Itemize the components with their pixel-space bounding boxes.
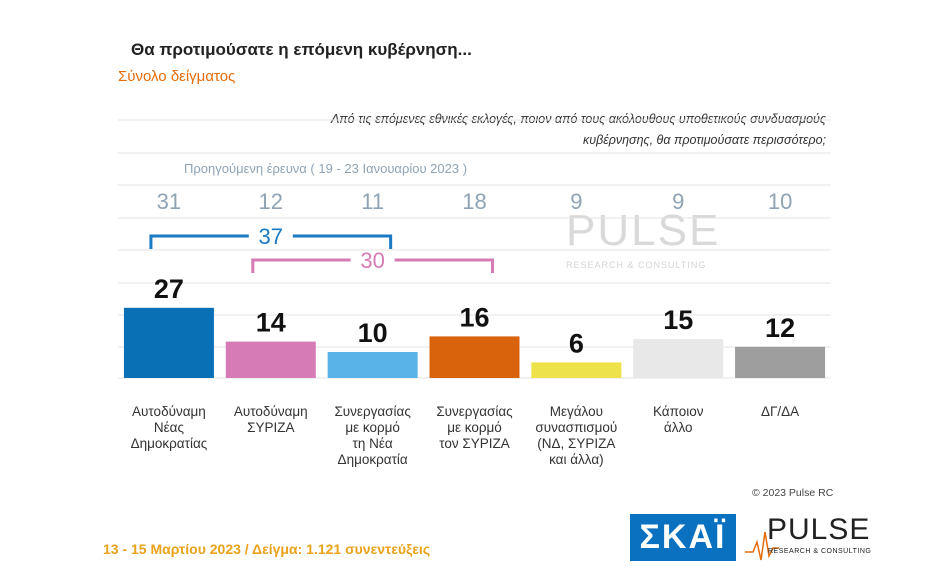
chart-title: Θα προτιμούσατε η επόμενη κυβέρνηση... xyxy=(131,40,472,59)
group-bracket-right xyxy=(292,234,393,249)
previous-value: 10 xyxy=(768,189,792,214)
category-label: τον ΣΥΡΙΖΑ xyxy=(439,436,510,451)
category-label: Νέας xyxy=(154,420,185,435)
category-label: Αυτοδύναμη xyxy=(132,404,206,419)
category-label: συνασπισμού xyxy=(535,420,617,435)
bar-value-label: 12 xyxy=(765,313,795,343)
group-bracket-right xyxy=(394,258,494,273)
bar xyxy=(327,352,418,378)
group-total-label: 30 xyxy=(360,248,384,273)
previous-value: 18 xyxy=(462,189,486,214)
watermark-tagline: RESEARCH & CONSULTING xyxy=(566,260,707,270)
group-bracket-left xyxy=(149,234,249,249)
category-label: με κορμό xyxy=(345,420,400,435)
category-label: Δημοκρατίας xyxy=(131,436,208,451)
watermark-logo: PULSE xyxy=(566,206,721,255)
survey-footer: 13 - 15 Μαρτίου 2023 / Δείγμα: 1.121 συν… xyxy=(103,541,431,557)
chart-subtitle: Σύνολο δείγματος xyxy=(118,68,236,85)
bar xyxy=(531,362,622,378)
bar xyxy=(429,336,520,378)
bar xyxy=(123,307,214,378)
skai-logo: ΣΚΑΪ xyxy=(630,514,736,561)
category-label: τη Νέα xyxy=(353,436,393,451)
category-label: (ΝΔ, ΣΥΡΙΖΑ xyxy=(537,436,615,451)
previous-value: 11 xyxy=(361,189,384,214)
pulse-logo-tagline: RESEARCH & CONSULTING xyxy=(768,548,872,555)
previous-survey-label: Προηγούμενη έρευνα ( 19 - 23 Ιανουαρίου … xyxy=(184,161,468,176)
bar-value-label: 10 xyxy=(358,318,388,348)
group-bracket-left xyxy=(251,258,351,273)
bar xyxy=(225,341,316,378)
bar-value-label: 15 xyxy=(663,305,693,335)
question-line-1: Από τις επόμενες εθνικές εκλογές, ποιον … xyxy=(330,112,826,126)
category-label: Αυτοδύναμη xyxy=(234,404,308,419)
category-label: ΔΓ/ΔΑ xyxy=(761,404,799,419)
question-line-2: κυβέρνησης, θα προτιμούσατε περισσότερο; xyxy=(582,133,826,147)
previous-value: 12 xyxy=(259,189,283,214)
category-label: ΣΥΡΙΖΑ xyxy=(247,420,294,435)
pulse-logo-word: PULSE xyxy=(767,513,871,546)
category-label: Δημοκρατία xyxy=(338,452,408,467)
category-label: Μεγάλου xyxy=(550,404,603,419)
category-label: Συνεργασίας xyxy=(334,404,411,419)
category-label: άλλο xyxy=(664,420,693,435)
bar xyxy=(633,339,724,378)
bar xyxy=(735,346,826,378)
previous-value: 9 xyxy=(672,189,684,214)
bar-value-label: 16 xyxy=(459,302,489,332)
pulse-logo-icon xyxy=(745,531,779,561)
previous-value: 31 xyxy=(157,189,181,214)
category-label: Κάποιον xyxy=(653,404,704,419)
bar-value-label: 27 xyxy=(154,274,184,304)
previous-value: 9 xyxy=(570,189,582,214)
category-label: Συνεργασίας xyxy=(436,404,513,419)
bar-value-label: 6 xyxy=(569,328,584,358)
copyright: © 2023 Pulse RC xyxy=(752,487,834,499)
bar-value-label: 14 xyxy=(256,308,286,338)
category-label: και άλλα) xyxy=(549,452,604,467)
category-label: με κορμό xyxy=(447,420,502,435)
group-total-label: 37 xyxy=(259,224,283,249)
